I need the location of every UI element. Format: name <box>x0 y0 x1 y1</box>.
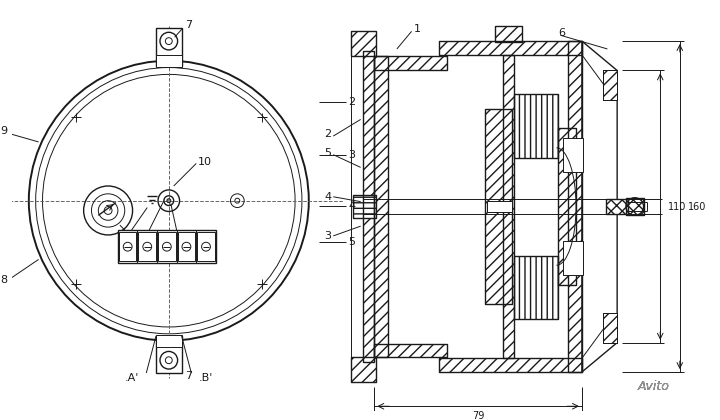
Bar <box>374 56 388 357</box>
Text: 7: 7 <box>186 371 192 381</box>
Bar <box>559 128 576 285</box>
Circle shape <box>167 199 171 202</box>
Bar <box>374 56 447 69</box>
Text: 8: 8 <box>0 275 7 285</box>
Bar <box>156 336 181 373</box>
Text: Avito: Avito <box>637 380 670 393</box>
Text: 10: 10 <box>198 157 212 166</box>
Bar <box>487 201 513 213</box>
Bar <box>603 71 617 100</box>
Bar <box>495 26 522 42</box>
Bar <box>353 195 377 218</box>
Bar <box>363 51 374 362</box>
Text: 4: 4 <box>324 192 331 202</box>
Text: 1: 1 <box>413 24 420 34</box>
Bar <box>603 313 617 343</box>
Bar <box>514 94 559 158</box>
Text: 160: 160 <box>688 202 706 212</box>
Bar <box>138 232 156 261</box>
Text: 9: 9 <box>0 126 7 136</box>
Text: 3: 3 <box>324 231 331 241</box>
Bar <box>559 128 576 285</box>
Bar <box>439 358 582 372</box>
Bar <box>439 41 582 55</box>
Bar <box>485 109 513 304</box>
Bar <box>606 199 628 214</box>
Text: 2: 2 <box>348 97 355 107</box>
Bar <box>626 198 644 215</box>
Bar <box>563 241 583 275</box>
Bar <box>503 55 514 358</box>
Text: 5: 5 <box>348 237 355 247</box>
Bar <box>351 357 377 382</box>
Text: 2: 2 <box>324 129 331 139</box>
Text: .A': .A' <box>125 373 139 383</box>
Bar <box>487 201 513 213</box>
Bar <box>439 41 582 55</box>
Bar <box>603 71 617 100</box>
Text: 6: 6 <box>559 28 565 38</box>
Bar <box>119 232 137 261</box>
Bar <box>351 357 377 382</box>
Bar <box>514 255 559 319</box>
Text: 79: 79 <box>472 411 485 420</box>
Bar <box>603 313 617 343</box>
Bar <box>374 56 388 357</box>
Bar <box>606 199 628 214</box>
Bar <box>374 344 447 357</box>
Bar <box>118 230 216 263</box>
Bar <box>503 55 514 358</box>
Text: 3: 3 <box>348 150 355 160</box>
Text: 7: 7 <box>186 21 192 31</box>
Bar <box>351 32 377 56</box>
Polygon shape <box>582 41 617 372</box>
Bar <box>374 344 447 357</box>
Bar <box>156 55 181 66</box>
Bar <box>514 94 559 158</box>
Bar <box>626 198 644 215</box>
Bar <box>495 26 522 42</box>
Text: 5: 5 <box>324 148 331 158</box>
Text: Avito: Avito <box>637 380 670 393</box>
Bar <box>563 138 583 172</box>
Text: 4: 4 <box>348 201 355 210</box>
Bar <box>156 335 181 346</box>
Bar <box>363 51 374 362</box>
Bar <box>568 41 582 372</box>
Bar <box>178 232 195 261</box>
Bar <box>514 255 559 319</box>
Bar <box>353 195 377 218</box>
Bar <box>374 56 447 69</box>
Bar <box>439 358 582 372</box>
Bar <box>351 32 377 56</box>
Bar <box>485 109 513 304</box>
Text: 110: 110 <box>668 202 686 212</box>
Bar <box>158 232 176 261</box>
Bar <box>156 29 181 66</box>
Bar <box>197 232 215 261</box>
Text: .B': .B' <box>199 373 213 383</box>
Bar <box>568 41 582 372</box>
